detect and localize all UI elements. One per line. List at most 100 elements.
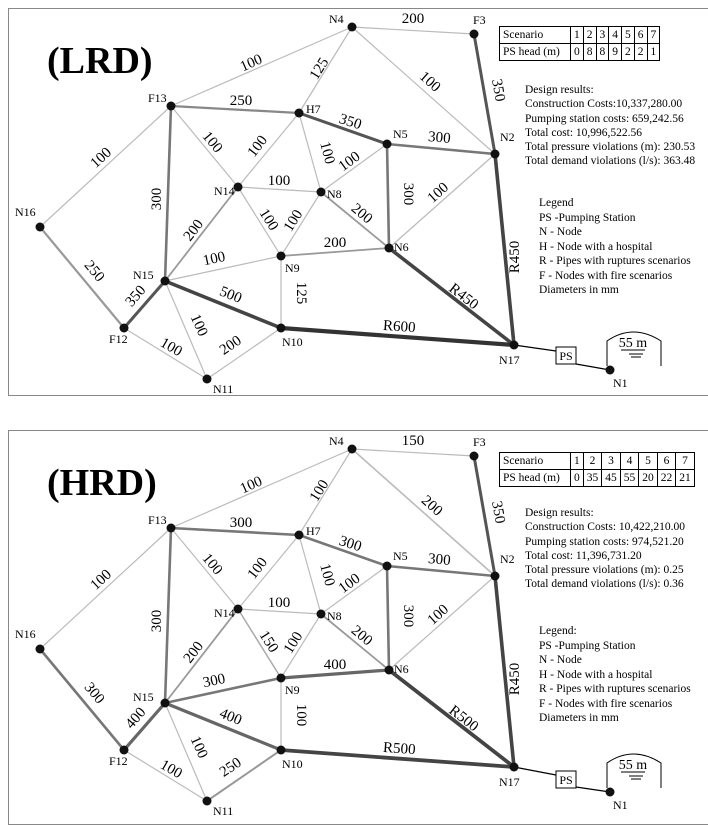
pumping-station-hrd: PS — [555, 770, 577, 789]
reservoir-level-label: 55 m — [619, 758, 648, 773]
ps-head-value: 2 — [633, 43, 648, 61]
pumping-station-box — [555, 346, 577, 365]
ps-head-value: 55 — [619, 469, 640, 487]
reservoir-tank-shape — [606, 753, 662, 788]
ps-head-row: PS head (m) 0 8 8 9 2 2 1 — [499, 43, 661, 61]
ps-head-row: PS head (m) 0 35 45 55 20 22 21 — [499, 469, 695, 487]
pipe-label: 350 — [337, 111, 363, 133]
pipe-n16-f12 — [39, 648, 125, 751]
pipe-label: 100 — [268, 173, 291, 189]
pipe-label: 200 — [181, 639, 207, 667]
node-label: N14 — [214, 184, 235, 198]
pipe-label: 300 — [337, 533, 363, 555]
node-n14 — [233, 182, 243, 192]
pipe-label: 100 — [238, 473, 265, 497]
pipe-label: 200 — [402, 11, 425, 27]
legend-item: F - Nodes with fire scenarios — [539, 269, 673, 282]
legend-item: PS -Pumping Station — [539, 211, 636, 224]
pipe-n14-n9 — [237, 608, 282, 679]
node-label: N4 — [329, 434, 344, 448]
pipe-label: 100 — [245, 555, 271, 583]
node-n17 — [509, 340, 519, 350]
node-n2 — [490, 149, 500, 159]
node-label: N6 — [394, 240, 409, 254]
pipe-label: 300 — [400, 183, 416, 206]
scenario-number: 7 — [646, 26, 661, 44]
legend-item: PS -Pumping Station — [539, 639, 636, 652]
node-label: F13 — [148, 91, 167, 105]
pipe-h7-n8 — [298, 534, 322, 615]
scenario-table: Scenario 1 2 3 4 5 6 7 PS head (m) 0 8 8… — [499, 26, 661, 61]
pipe-n15-n9 — [164, 255, 282, 282]
scenario-row: Scenario 1 2 3 4 5 6 7 — [499, 26, 661, 44]
legend: Legend PS -Pumping Station N - Node H - … — [539, 196, 691, 298]
pipe-label: 100 — [202, 249, 227, 269]
node-n10 — [276, 323, 286, 333]
pipe-label: 350 — [123, 283, 150, 310]
scenario-number: 1 — [570, 452, 584, 470]
pipe-label: R450 — [446, 281, 481, 314]
node-f12 — [119, 745, 129, 755]
node-label: N16 — [15, 205, 36, 219]
node-f13 — [166, 101, 176, 111]
pipe-n15-f12 — [122, 701, 167, 752]
node-label-layer: N4 F3 F13 H7 N5 N2 N14 N8 N16 N6 N9 N15 … — [15, 434, 628, 818]
node-n14 — [233, 604, 243, 614]
node-label: H7 — [306, 102, 321, 116]
node-label: N11 — [213, 804, 233, 818]
legend-item: N - Node — [539, 654, 582, 666]
node-label: N8 — [327, 187, 342, 201]
pipe-f12-n11 — [123, 327, 208, 380]
pipe-label: 100 — [281, 629, 306, 657]
pipe-label: 300 — [149, 610, 165, 633]
ps-head-value: 0 — [570, 43, 584, 61]
pipe-n2-n17 — [493, 575, 516, 768]
node-label: N15 — [133, 690, 154, 704]
node-n4 — [347, 22, 357, 32]
pipe-label: 300 — [230, 515, 253, 531]
node-n15 — [160, 698, 170, 708]
scenario-number: 6 — [633, 26, 648, 44]
ps-head-label: PS head (m) — [499, 43, 571, 61]
node-label: N17 — [499, 775, 520, 789]
node-n16 — [35, 644, 45, 654]
node-n15 — [160, 276, 170, 286]
node-label: N14 — [214, 606, 235, 620]
node-label: F3 — [473, 13, 486, 27]
pipe-f13-h7 — [170, 526, 300, 537]
pipe-h7-n14 — [237, 112, 300, 188]
pipe-n2-n17 — [493, 153, 516, 346]
node-f13 — [166, 523, 176, 533]
pipe-label: R600 — [383, 318, 417, 336]
node-label-layer: N4 F3 F13 H7 N5 N2 N14 N8 N16 N6 N9 N15 … — [15, 12, 628, 395]
pipe-n17-ps — [513, 766, 557, 776]
node-label: N4 — [329, 12, 344, 26]
pipe-n2-n6 — [388, 153, 496, 249]
ps-head-value: 8 — [582, 43, 597, 61]
legend-item: H - Node with a hospital — [539, 668, 653, 681]
scenario-number: 5 — [621, 26, 635, 44]
node-label: F12 — [109, 754, 128, 768]
pipe-f12-n11 — [123, 749, 208, 802]
pipe-label: 200 — [348, 623, 376, 650]
demand-violations: Total demand violations (l/s): 0.36 — [525, 578, 684, 591]
node-f3 — [469, 29, 479, 39]
pipe-label: 100 — [88, 567, 115, 594]
pipe-label: 100 — [157, 757, 184, 782]
design-results: Design results: Construction Costs:10,33… — [525, 83, 695, 169]
pipe-n17-ps — [513, 344, 557, 352]
pipe-h7-n5 — [298, 111, 388, 146]
node-label: N1 — [613, 376, 628, 390]
node-n6 — [384, 243, 394, 253]
pipe-label: 100 — [199, 551, 226, 579]
node-label: N5 — [393, 549, 408, 563]
node-n16 — [35, 222, 45, 232]
legend-item: R - Pipes with ruptures scenarios — [539, 255, 691, 267]
pipe-label: 125 — [307, 55, 332, 83]
node-label: N10 — [282, 335, 303, 349]
node-label: N6 — [394, 662, 409, 676]
pipe-label: 100 — [88, 145, 115, 172]
network-panel-hrd: 150 100 100 200 350 300 300 300 100 100 … — [8, 430, 708, 825]
pumping-station-lrd: PS — [555, 346, 577, 365]
node-h7 — [294, 108, 304, 118]
